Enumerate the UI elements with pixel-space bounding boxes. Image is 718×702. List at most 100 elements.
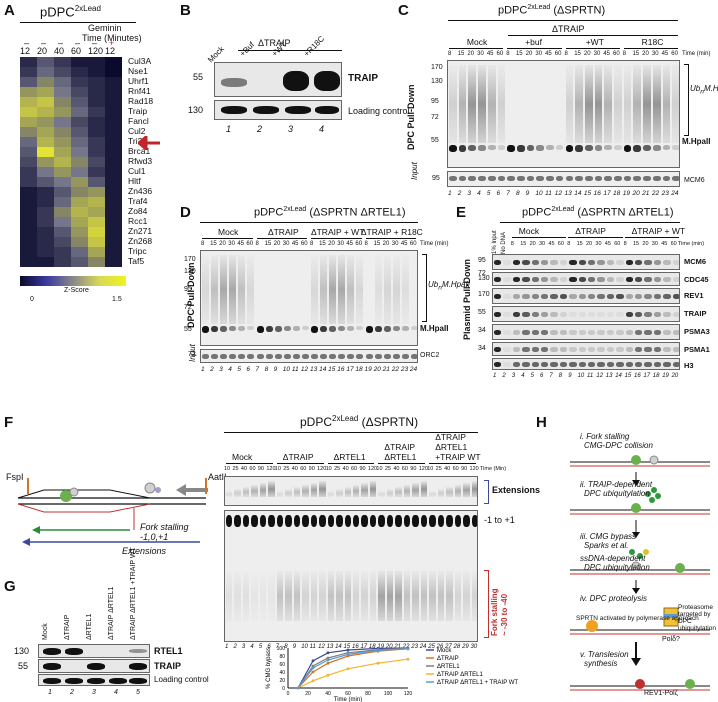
- heatmap-cell: [20, 187, 37, 197]
- heatmap-cell: [105, 217, 122, 227]
- heatmap-cell: [88, 137, 105, 147]
- row-name: TRAIP: [684, 309, 707, 318]
- row-band: [588, 294, 596, 299]
- input-band: [614, 176, 622, 181]
- step-sub: Sparks et al.: [584, 541, 629, 550]
- lane-number: 5: [258, 644, 263, 650]
- lane-number: 7: [275, 644, 280, 650]
- ub-smear: [311, 255, 319, 325]
- heatmap-cell: [54, 127, 71, 137]
- fork-stalling-bracket: [484, 570, 489, 638]
- lane-number: 10: [282, 366, 290, 373]
- lane-number: 11: [291, 366, 299, 373]
- lane-number: 9: [568, 373, 572, 379]
- extension-smear: [395, 487, 402, 497]
- panel-b-header: ΔTRAIP: [258, 38, 291, 48]
- time-label: 120: [317, 466, 327, 472]
- input-band: [536, 176, 545, 181]
- time-label: 15: [520, 241, 527, 247]
- gene-label: Zn271: [128, 226, 153, 236]
- lane-number: 11: [587, 373, 594, 379]
- time-label: 20: [328, 241, 335, 247]
- heatmap-cell: [37, 57, 54, 67]
- hpaii-band: [652, 145, 661, 151]
- extension-smear: [336, 489, 343, 497]
- group-label: ΔTRAIP + WT: [631, 226, 686, 236]
- panel-c-label: C: [398, 2, 409, 19]
- ub-smear: [478, 65, 486, 143]
- row-band: [494, 312, 502, 317]
- row-band: [531, 330, 539, 335]
- heatmap-cell: [71, 117, 88, 127]
- series-line: [297, 648, 409, 689]
- series-line: [297, 648, 409, 689]
- lane-number: 24: [671, 190, 679, 197]
- lane-number: 12: [300, 366, 309, 373]
- pm1-band: [336, 515, 343, 527]
- time-label: 45: [400, 241, 408, 247]
- series-point: [311, 666, 315, 670]
- time-label: 60: [614, 241, 621, 247]
- heatmap-cell: [71, 197, 88, 207]
- row-band: [531, 294, 539, 299]
- hpaii-band: [449, 145, 457, 153]
- heatmap-cell: [54, 227, 71, 237]
- legend-label: Mock: [437, 648, 452, 654]
- row-band: [503, 347, 511, 352]
- extension-smear: [276, 491, 284, 497]
- panel-c-input-gel: [447, 171, 680, 187]
- group-label: ΔTRAIP: [435, 432, 466, 442]
- fork-stall-smear: [446, 571, 453, 621]
- extension-smear: [471, 481, 477, 497]
- heatmap-cell: [105, 107, 122, 117]
- lane-number: 12: [596, 373, 604, 379]
- hpaii-band: [633, 145, 642, 152]
- time-label: 120: [418, 466, 428, 472]
- heatmap-cell: [88, 147, 105, 157]
- heatmap-cell: [37, 237, 54, 247]
- group-label: ΔTRAIP: [384, 442, 416, 452]
- input-band: [643, 176, 651, 181]
- hpaii-band: [311, 325, 319, 333]
- heatmap-cell: [105, 207, 122, 217]
- time-label: 8: [364, 241, 368, 247]
- lane-number: 13: [564, 190, 572, 197]
- ub-smear: [662, 65, 671, 143]
- row-band: [569, 294, 577, 299]
- heatmap-cell: [54, 247, 71, 257]
- time-label: 60: [496, 51, 504, 57]
- fork-stall-smear: [251, 571, 258, 621]
- row-band: [494, 294, 502, 299]
- pm1-band: [437, 515, 445, 527]
- row-band: [512, 277, 521, 282]
- row-name: PSMA3: [684, 327, 710, 336]
- schematic-fork: Fork stalling: [140, 522, 189, 532]
- extension-smear: [242, 487, 250, 497]
- lane-number: 21: [382, 366, 390, 373]
- hpaii-band: [202, 325, 210, 333]
- time-label: 60: [300, 466, 307, 472]
- time-label: 60: [401, 466, 408, 472]
- heatmap-cell: [88, 177, 105, 187]
- ub-smear: [383, 255, 391, 325]
- heatmap-cell: [105, 237, 122, 247]
- panel-f-main-gel: [224, 510, 478, 642]
- pm1-band: [446, 515, 453, 527]
- step-sub: CMG-DPC collision: [584, 441, 653, 450]
- row-band: [672, 330, 679, 335]
- row-band: [653, 260, 662, 265]
- time-label: 10: [376, 466, 383, 472]
- ub-smear: [229, 255, 237, 325]
- loading-control-blot: [214, 100, 342, 120]
- time-label: 90: [308, 466, 315, 472]
- time-label: 15: [576, 241, 583, 247]
- lane-number: 11: [545, 190, 552, 197]
- panel-a-label: A: [4, 2, 15, 19]
- time-label: 45: [548, 241, 555, 247]
- panel-a-title: pDPC2xLead: [40, 4, 101, 20]
- group-label: ΔRTEL1: [333, 452, 366, 462]
- input-band: [401, 354, 409, 359]
- lane-number: 18: [355, 366, 363, 373]
- y-label: % CMG bypass: [266, 647, 272, 689]
- panel-a-rule: [20, 22, 136, 23]
